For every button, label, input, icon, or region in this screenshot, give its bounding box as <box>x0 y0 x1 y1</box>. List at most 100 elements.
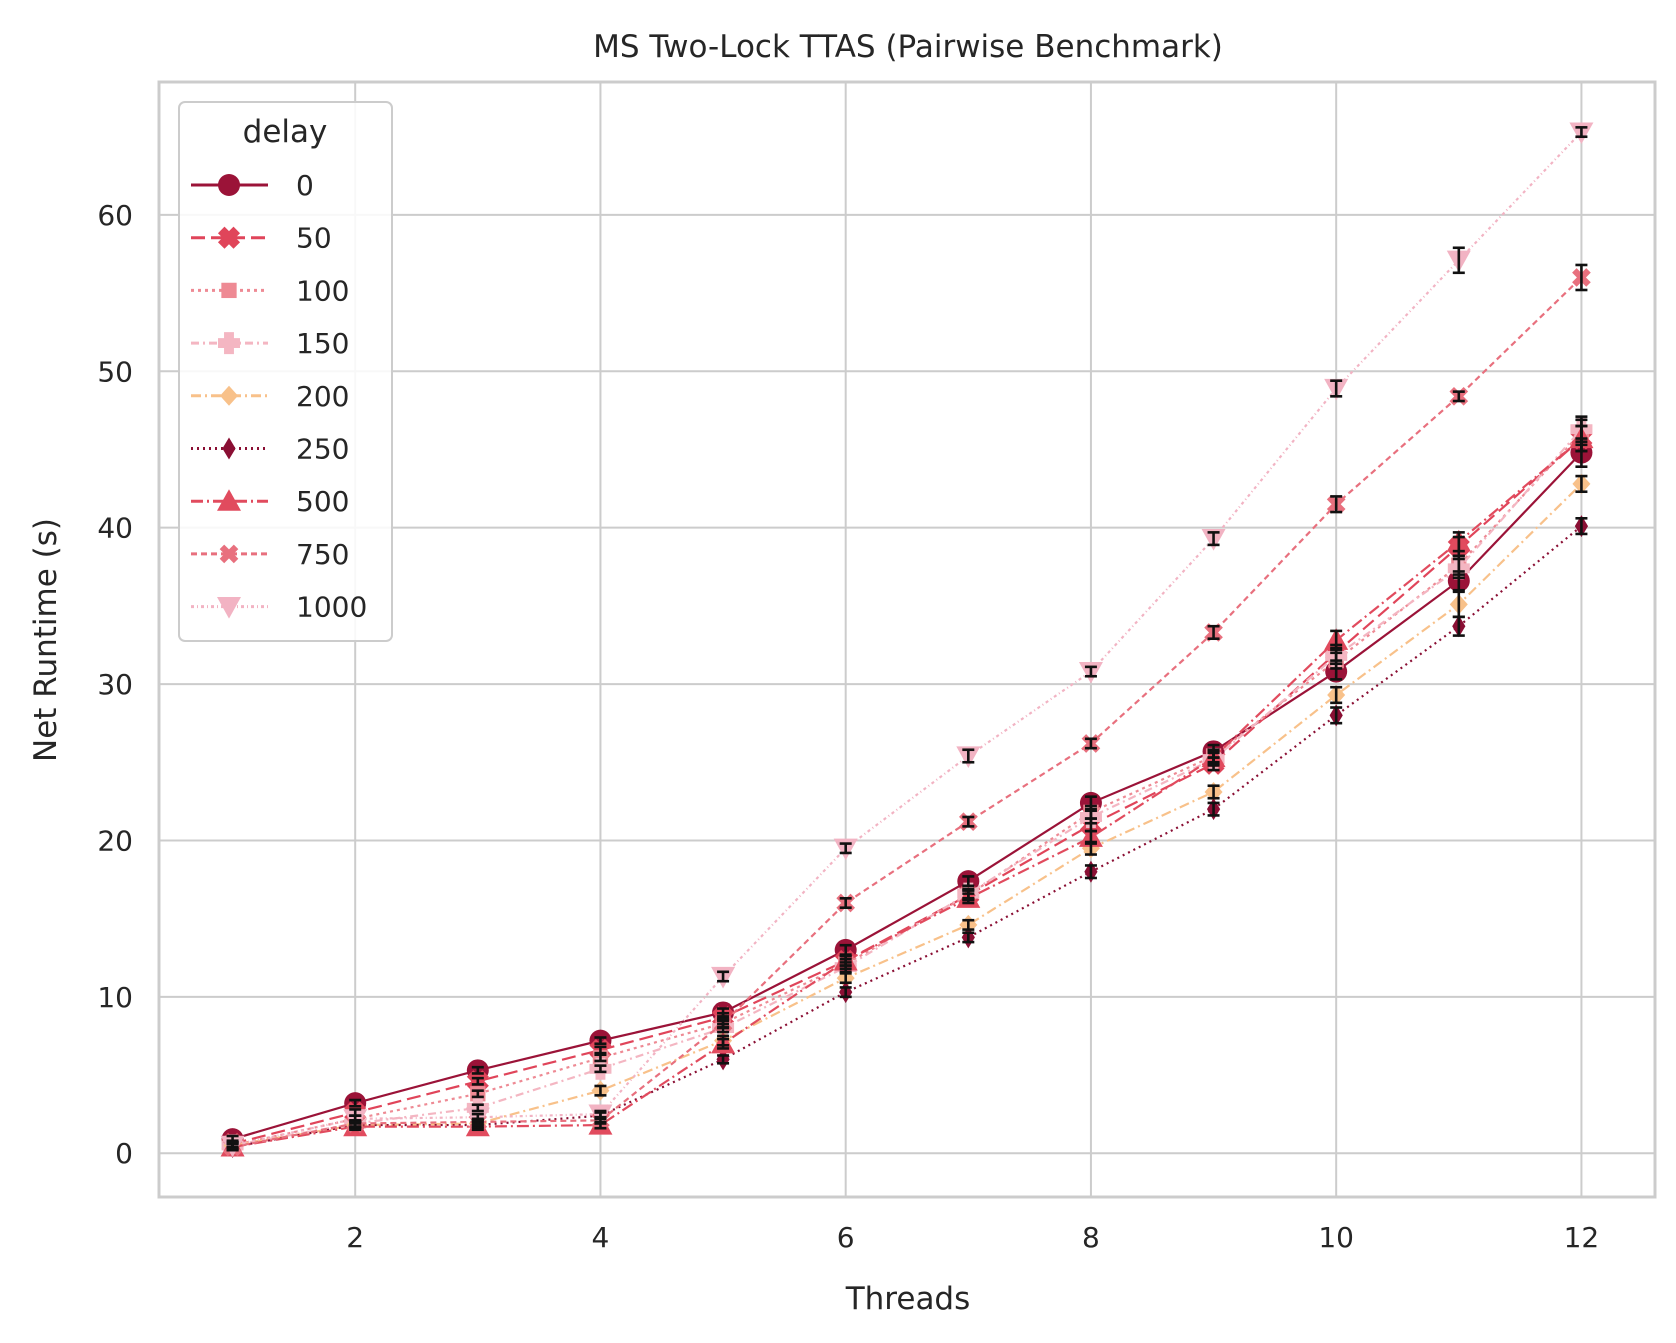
series-layer <box>220 122 1594 1158</box>
chart-title: MS Two-Lock TTAS (Pairwise Benchmark) <box>593 29 1223 65</box>
error-bar <box>471 1065 484 1075</box>
legend-marker <box>222 437 236 460</box>
legend-label: 500 <box>296 485 349 518</box>
error-bar <box>226 1140 239 1150</box>
legend-entry-1000: 1000 <box>191 591 367 624</box>
legend-entry-150: 150 <box>191 327 349 360</box>
error-bar <box>1452 557 1465 580</box>
error-bar <box>1452 246 1465 275</box>
error-bar <box>594 1036 607 1046</box>
error-bar <box>717 970 730 983</box>
error-bar <box>1575 474 1588 494</box>
error-bar <box>962 748 975 764</box>
error-bar <box>1330 629 1343 651</box>
series-line <box>232 437 1583 1145</box>
error-bar <box>962 931 975 944</box>
x-tick-label: 8 <box>1082 1221 1100 1254</box>
y-tick-label: 0 <box>115 1137 133 1170</box>
error-bar <box>1575 517 1588 536</box>
legend-entry-750: 750 <box>191 538 349 571</box>
error-bar <box>1084 864 1097 880</box>
error-bar <box>1207 531 1220 547</box>
error-bar <box>1084 829 1097 845</box>
error-bar <box>1330 685 1343 705</box>
grid <box>159 82 1655 1197</box>
plot-frame <box>157 80 1657 1199</box>
y-tick-label: 30 <box>97 668 133 701</box>
legend-entry-250: 250 <box>191 433 349 466</box>
x-tick-label: 2 <box>346 1221 364 1254</box>
series-line <box>232 431 1583 1147</box>
x-tick-label: 10 <box>1318 1221 1354 1254</box>
error-bar <box>839 972 852 985</box>
legend-label: 0 <box>296 169 314 202</box>
error-bar <box>839 842 852 855</box>
error-bar <box>839 986 852 999</box>
series-line <box>232 483 1583 1147</box>
error-bar <box>349 1098 362 1108</box>
legend-label: 200 <box>296 380 349 413</box>
error-bar <box>1575 424 1588 453</box>
legend-marker <box>219 544 239 564</box>
legend-marker <box>217 226 241 249</box>
error-bar <box>1207 801 1220 817</box>
x-tick-label: 12 <box>1564 1221 1600 1254</box>
error-bars <box>226 126 1588 1152</box>
legend-box <box>178 101 393 642</box>
error-bar <box>1207 624 1220 641</box>
legend-label: 50 <box>296 222 332 255</box>
marker-cross-shape <box>219 544 239 564</box>
series-line <box>232 437 1583 1149</box>
legend-marker <box>221 282 237 299</box>
y-axis-label: Net Runtime (s) <box>28 518 64 762</box>
y-tick-label: 10 <box>97 981 133 1014</box>
legend-entry-0: 0 <box>191 169 314 202</box>
error-bar <box>1330 379 1343 398</box>
error-bar <box>962 918 975 931</box>
error-bar <box>1330 495 1343 514</box>
legend-entry-50: 50 <box>191 222 332 255</box>
error-bar <box>717 1054 730 1065</box>
legend-marker <box>220 385 238 406</box>
legend-marker <box>217 597 241 619</box>
legend-label: 150 <box>296 327 349 360</box>
error-bar <box>1207 750 1220 766</box>
series-line <box>232 276 1583 1149</box>
tick-labels: 2 4 6 8 10 12 0 10 20 30 40 50 60 <box>97 199 1599 1254</box>
y-tick-label: 40 <box>97 512 133 545</box>
legend-label: 100 <box>296 274 349 307</box>
error-bar <box>717 1017 730 1030</box>
error-bar <box>1330 706 1343 725</box>
error-bar <box>471 1112 484 1122</box>
legend-title: delay <box>243 114 328 150</box>
error-bar <box>1207 784 1220 800</box>
legend-entry-200: 200 <box>191 380 349 413</box>
legend: delay 0 50 100 150 200 250 500 750 1000 <box>178 101 393 642</box>
error-bar <box>839 943 852 956</box>
error-bar <box>1452 615 1465 637</box>
legend-marker <box>218 174 240 196</box>
error-bar <box>1575 126 1588 139</box>
error-bar <box>349 1114 362 1124</box>
error-bar <box>594 1053 607 1063</box>
error-bar <box>594 1064 607 1074</box>
y-tick-label: 20 <box>97 824 133 857</box>
error-bar <box>471 1089 484 1099</box>
error-bar <box>594 1084 607 1097</box>
error-bar <box>1084 737 1097 750</box>
x-tick-label: 6 <box>837 1221 855 1254</box>
error-bar <box>717 1037 730 1050</box>
x-tick-label: 4 <box>592 1221 610 1254</box>
marker-cross-shape <box>217 226 241 249</box>
legend-entry-500: 500 <box>191 485 349 518</box>
legend-marker <box>217 489 241 511</box>
error-bar <box>471 1103 484 1113</box>
error-bar <box>1452 390 1465 403</box>
error-bar <box>594 1045 607 1055</box>
error-bar <box>962 875 975 888</box>
error-bar <box>1575 263 1588 292</box>
series-line <box>232 451 1583 1141</box>
error-bar <box>839 897 852 909</box>
error-bar <box>1452 531 1465 553</box>
